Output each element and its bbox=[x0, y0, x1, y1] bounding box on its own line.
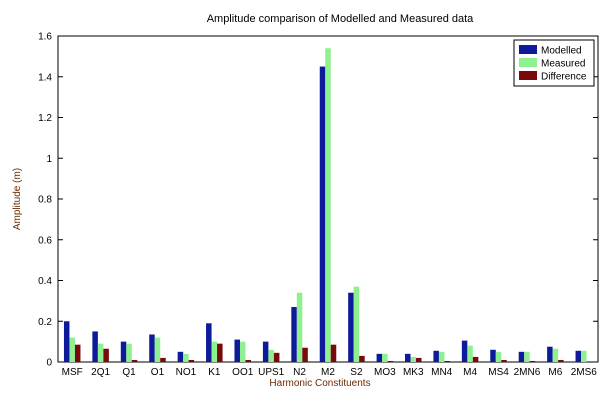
plot-area: 0 0.2 0.4 0.6 0.8 1 1.2 1.4 1.6 MSF 2Q1 Q1 O1 NO1 K1 OO… bbox=[38, 32, 599, 378]
bar-modelled-msf bbox=[63, 321, 70, 362]
x-tick-label: OO1 bbox=[232, 367, 254, 378]
bar-measured-o1 bbox=[154, 337, 161, 362]
x-tick-label: O1 bbox=[151, 367, 165, 378]
bar-measured-m2 bbox=[325, 48, 331, 362]
x-tick-label: N2 bbox=[293, 367, 306, 378]
bar-difference-n2 bbox=[302, 347, 308, 362]
legend-swatch-measured bbox=[519, 58, 537, 67]
bar-measured-m4 bbox=[467, 345, 473, 362]
bar-measured-q1 bbox=[126, 343, 132, 362]
bar-modelled-2ms6 bbox=[575, 350, 582, 362]
bar-difference-msf bbox=[74, 344, 81, 362]
bar-modelled-mo3 bbox=[376, 353, 383, 362]
chart-title: Amplitude comparison of Modelled and Mea… bbox=[207, 13, 474, 25]
x-tick-label: K1 bbox=[208, 367, 221, 378]
x-tick-label: 2MS6 bbox=[571, 367, 598, 378]
bar-modelled-s2 bbox=[348, 292, 354, 362]
bar-measured-2mn6 bbox=[524, 351, 530, 362]
bar-modelled-q1 bbox=[120, 341, 127, 362]
bar-measured-m6 bbox=[552, 348, 559, 362]
bar-difference-2q1 bbox=[103, 348, 109, 362]
bar-modelled-o1 bbox=[149, 334, 155, 362]
x-tick-label: UPS1 bbox=[258, 367, 285, 378]
bar-difference-2mn6 bbox=[529, 360, 536, 362]
bar-difference-ms4 bbox=[501, 359, 507, 362]
y-tick-label: 1 bbox=[46, 154, 52, 165]
bar-difference-no1 bbox=[188, 359, 195, 362]
bar-measured-mn4 bbox=[438, 351, 445, 362]
bar-modelled-2mn6 bbox=[518, 351, 525, 362]
bar-modelled-k1 bbox=[206, 323, 212, 362]
legend-label-difference: Difference bbox=[541, 72, 587, 83]
legend-label-measured: Measured bbox=[541, 59, 585, 70]
bar-difference-oo1 bbox=[245, 359, 251, 362]
x-tick-label: NO1 bbox=[176, 367, 197, 378]
x-tick-label: MK3 bbox=[403, 367, 424, 378]
bar-difference-mo3 bbox=[387, 360, 394, 362]
x-axis-title: Harmonic Constituents bbox=[269, 378, 370, 389]
bar-modelled-mk3 bbox=[405, 353, 411, 362]
x-tick-label: S2 bbox=[350, 367, 363, 378]
bar-difference-m4 bbox=[472, 356, 479, 362]
bar-measured-msf bbox=[69, 337, 75, 362]
bar-measured-2q1 bbox=[97, 343, 104, 362]
legend: Modelled Measured Difference bbox=[513, 39, 595, 87]
bar-modelled-m2 bbox=[319, 66, 326, 362]
y-tick-label: 0.6 bbox=[38, 235, 52, 246]
bar-modelled-ms4 bbox=[490, 349, 496, 362]
bar-difference-o1 bbox=[160, 357, 166, 362]
bar-measured-oo1 bbox=[239, 341, 246, 362]
x-tick-label: 2MN6 bbox=[514, 367, 541, 378]
bar-measured-2ms6 bbox=[581, 350, 587, 362]
bar-modelled-m6 bbox=[547, 346, 553, 362]
bar-measured-k1 bbox=[211, 341, 218, 362]
x-tick-label: MO3 bbox=[374, 367, 396, 378]
y-tick-label: 0.4 bbox=[38, 276, 52, 287]
bar-modelled-mn4 bbox=[433, 350, 439, 362]
x-tick-label: Q1 bbox=[122, 367, 136, 378]
legend-swatch-difference bbox=[519, 71, 537, 80]
bar-difference-2ms6 bbox=[586, 361, 593, 362]
bar-measured-n2 bbox=[296, 292, 303, 362]
y-tick-label: 0.8 bbox=[38, 195, 52, 206]
x-tick-label: M6 bbox=[548, 367, 562, 378]
bar-measured-ms4 bbox=[495, 351, 502, 362]
y-tick-label: 1.4 bbox=[38, 72, 52, 83]
bar-difference-q1 bbox=[131, 359, 138, 362]
y-tick-label: 1.2 bbox=[38, 113, 52, 124]
bar-modelled-n2 bbox=[291, 306, 297, 362]
bar-difference-ups1 bbox=[273, 352, 280, 362]
y-tick-label: 1.6 bbox=[38, 32, 52, 43]
bar-difference-m2 bbox=[330, 344, 337, 362]
bar-measured-s2 bbox=[353, 286, 360, 362]
x-tick-label: M4 bbox=[463, 367, 477, 378]
x-tick-label: M2 bbox=[321, 367, 335, 378]
y-tick-label: 0 bbox=[46, 358, 52, 369]
x-tick-label: MN4 bbox=[431, 367, 453, 378]
bar-measured-no1 bbox=[183, 353, 189, 362]
bar-measured-ups1 bbox=[268, 349, 274, 362]
bar-modelled-m4 bbox=[461, 340, 468, 362]
y-axis-title: Amplitude (m) bbox=[12, 168, 23, 230]
x-tick-label: MSF bbox=[62, 367, 83, 378]
bar-difference-s2 bbox=[359, 355, 365, 362]
bar-modelled-ups1 bbox=[262, 341, 269, 362]
legend-label-modelled: Modelled bbox=[541, 46, 582, 57]
bar-difference-k1 bbox=[217, 343, 223, 362]
bar-measured-mk3 bbox=[410, 356, 417, 362]
legend-swatch-modelled bbox=[519, 45, 537, 54]
bar-difference-mn4 bbox=[444, 360, 450, 362]
bar-difference-m6 bbox=[558, 359, 564, 362]
x-tick-label: MS4 bbox=[488, 367, 509, 378]
x-tick-label: 2Q1 bbox=[91, 367, 110, 378]
bar-modelled-no1 bbox=[177, 351, 184, 362]
bar-measured-mo3 bbox=[382, 353, 388, 362]
bar-difference-mk3 bbox=[416, 357, 422, 362]
y-tick-label: 0.2 bbox=[38, 317, 52, 328]
bar-modelled-2q1 bbox=[92, 331, 98, 362]
bar-modelled-oo1 bbox=[234, 339, 240, 362]
